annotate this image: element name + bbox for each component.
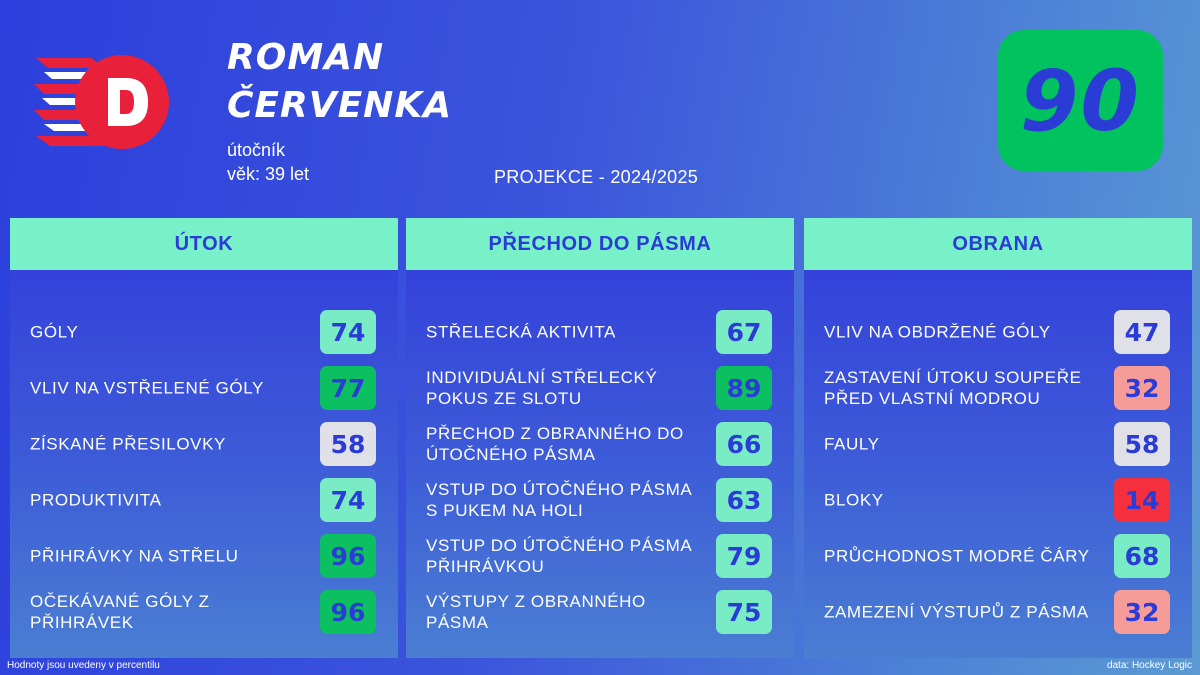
stat-row: ZAMEZENÍ VÝSTUPŮ Z PÁSMA 32 [804,590,1192,634]
stat-label: FAULY [824,434,880,454]
stat-label: ZÍSKANÉ PŘESILOVKY [30,434,226,454]
stat-percentile-badge: 68 [1114,534,1170,578]
stat-label: BLOKY [824,490,884,510]
stat-row: PŘIHRÁVKY NA STŘELU 96 [10,534,398,578]
stat-row: BLOKY 14 [804,478,1192,522]
stat-percentile-badge: 63 [716,478,772,522]
stat-row: FAULY 58 [804,422,1192,466]
panel-header: ÚTOK [10,218,398,270]
stat-percentile-badge: 67 [716,310,772,354]
stat-label: INDIVIDUÁLNÍ STŘELECKÝ POKUS ZE SLOTU [426,368,658,408]
stat-row: OČEKÁVANÉ GÓLY Z PŘIHRÁVEK 96 [10,590,398,634]
stat-percentile-badge: 58 [1114,422,1170,466]
panel-title: OBRANA [952,232,1044,255]
player-last-name: ČERVENKA [227,85,453,126]
panel-utok: ÚTOK GÓLY 74 VLIV NA VSTŘELENÉ GÓLY 77 ZÍSKA… [10,218,398,658]
stat-row: PRODUKTIVITA 74 [10,478,398,522]
panel-header: PŘECHOD DO PÁSMA [406,218,794,270]
panel-prechod: PŘECHOD DO PÁSMA STŘELECKÁ AKTIVITA 67 IND… [406,218,794,658]
stat-percentile-badge: 58 [320,422,376,466]
stat-row: VLIV NA VSTŘELENÉ GÓLY 77 [10,366,398,410]
stat-percentile-badge: 96 [320,534,376,578]
stat-percentile-badge: 74 [320,478,376,522]
stat-label: VLIV NA OBDRŽENÉ GÓLY [824,322,1051,342]
panel-title: ÚTOK [174,232,234,255]
panel-title: PŘECHOD DO PÁSMA [488,232,712,255]
stat-row: PRŮCHODNOST MODRÉ ČÁRY 68 [804,534,1192,578]
stat-percentile-badge: 47 [1114,310,1170,354]
stat-row: ZÍSKANÉ PŘESILOVKY 58 [10,422,398,466]
player-meta: útočník věk: 39 let [227,138,309,186]
stat-row: VÝSTUPY Z OBRANNÉHO PÁSMA 75 [406,590,794,634]
stat-row: ZASTAVENÍ ÚTOKU SOUPEŘE PŘED VLASTNÍ MOD… [804,366,1192,410]
stat-label: ZASTAVENÍ ÚTOKU SOUPEŘE PŘED VLASTNÍ MOD… [824,368,1082,408]
stat-row: VLIV NA OBDRŽENÉ GÓLY 47 [804,310,1192,354]
player-name: ROMAN ČERVENKA [227,34,452,130]
stat-percentile-badge: 79 [716,534,772,578]
stat-label: STŘELECKÁ AKTIVITA [426,322,616,342]
stat-label: PRODUKTIVITA [30,490,162,510]
panel-header: OBRANA [804,218,1192,270]
stat-label: VLIV NA VSTŘELENÉ GÓLY [30,378,264,398]
stat-percentile-badge: 74 [320,310,376,354]
stat-label: OČEKÁVANÉ GÓLY Z PŘIHRÁVEK [30,592,210,632]
stat-row: INDIVIDUÁLNÍ STŘELECKÝ POKUS ZE SLOTU 89 [406,366,794,410]
stat-label: ZAMEZENÍ VÝSTUPŮ Z PÁSMA [824,602,1089,622]
player-age: věk: 39 let [227,164,310,184]
stat-label: VSTUP DO ÚTOČNÉHO PÁSMA S PUKEM NA HOLI [426,480,692,520]
stat-row: PŘECHOD Z OBRANNÉHO DO ÚTOČNÉHO PÁSMA 66 [406,422,794,466]
stat-percentile-badge: 89 [716,366,772,410]
stat-percentile-badge: 32 [1114,366,1170,410]
footer-source: data: Hockey Logic [1106,660,1192,671]
stat-percentile-badge: 77 [320,366,376,410]
team-d-logo-icon [30,52,175,152]
stat-percentile-badge: 14 [1114,478,1170,522]
stat-label: VSTUP DO ÚTOČNÉHO PÁSMA PŘIHRÁVKOU [426,536,692,576]
stat-row: VSTUP DO ÚTOČNÉHO PÁSMA PŘIHRÁVKOU 79 [406,534,794,578]
stat-label: PŘECHOD Z OBRANNÉHO DO ÚTOČNÉHO PÁSMA [426,424,684,464]
stat-percentile-badge: 32 [1114,590,1170,634]
stat-row: VSTUP DO ÚTOČNÉHO PÁSMA S PUKEM NA HOLI 6… [406,478,794,522]
stat-percentile-badge: 75 [716,590,772,634]
stat-percentile-badge: 96 [320,590,376,634]
overall-rating-value: 90 [1020,51,1141,150]
footer-note: Hodnoty jsou uvedeny v percentilu [7,660,160,671]
overall-rating-badge: 90 [998,30,1163,171]
panel-obrana: OBRANA VLIV NA OBDRŽENÉ GÓLY 47 ZASTAVENÍ … [804,218,1192,658]
stat-label: VÝSTUPY Z OBRANNÉHO PÁSMA [426,592,646,632]
stat-label: PŘIHRÁVKY NA STŘELU [30,546,239,566]
projection-label: PROJEKCE - 2024/2025 [494,167,699,187]
stat-row: GÓLY 74 [10,310,398,354]
stat-label: PRŮCHODNOST MODRÉ ČÁRY [824,546,1090,566]
stat-percentile-badge: 66 [716,422,772,466]
stat-label: GÓLY [30,322,79,342]
player-first-name: ROMAN [227,37,385,78]
player-position: útočník [227,140,286,160]
stat-row: STŘELECKÁ AKTIVITA 67 [406,310,794,354]
